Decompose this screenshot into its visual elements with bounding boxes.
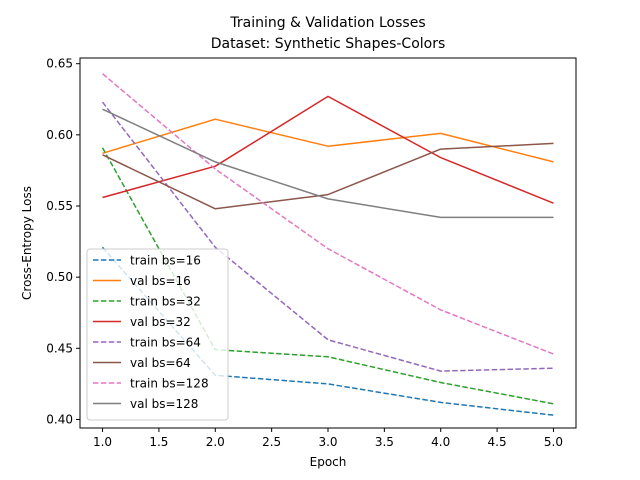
x-tick-label: 2.5: [262, 435, 281, 449]
legend-label: train bs=128: [130, 377, 209, 391]
chart-title-line-1: Training & Validation Losses: [229, 15, 425, 31]
x-tick-label: 3.0: [318, 435, 337, 449]
x-tick-label: 2.0: [206, 435, 225, 449]
legend-label: val bs=16: [130, 274, 191, 288]
y-tick-label: 0.40: [46, 412, 73, 426]
series-line-val-bs-128: [102, 108, 554, 219]
x-tick-label: 4.5: [488, 435, 507, 449]
y-tick-label: 0.45: [46, 341, 73, 355]
legend-label: val bs=32: [130, 315, 191, 329]
x-tick-label: 1.0: [93, 435, 112, 449]
y-tick-label: 0.65: [46, 57, 73, 71]
series-line-val-bs-64: [102, 142, 554, 210]
x-tick-label: 3.5: [375, 435, 394, 449]
series-line-train-bs-128: [102, 73, 554, 355]
legend-label: val bs=128: [130, 397, 198, 411]
legend-box: [86, 248, 229, 421]
legend-label: train bs=16: [130, 254, 201, 268]
x-tick-label: 4.0: [431, 435, 450, 449]
legend-label: val bs=64: [130, 356, 191, 370]
series-line-train-bs-64: [101, 101, 554, 372]
y-tick-label: 0.55: [46, 199, 73, 213]
plot-frame: [79, 57, 577, 429]
legend-label: train bs=64: [130, 336, 201, 350]
y-tick-label: 0.60: [46, 128, 73, 142]
axis-ticks: 1.0 1.5 2.0 2.5 3.0 3.5 4.0 4.5 5.0 0.40 0.45 0.50 0…: [46, 57, 563, 449]
series-line-val-bs-32: [102, 95, 554, 204]
legend-label: train bs=32: [130, 295, 201, 309]
y-tick-label: 0.50: [46, 270, 73, 284]
legend: train bs=16 val bs=16 train bs=32 val bs=32…: [86, 248, 229, 421]
chart-title-line-2: Dataset: Synthetic Shapes-Colors: [211, 36, 446, 52]
x-tick-label: 5.0: [544, 435, 563, 449]
x-tick-label: 1.5: [149, 435, 168, 449]
y-axis-label: Cross-Entropy Loss: [20, 186, 34, 300]
x-axis-label: Epoch: [310, 455, 347, 469]
series-line-val-bs-16: [102, 118, 554, 163]
